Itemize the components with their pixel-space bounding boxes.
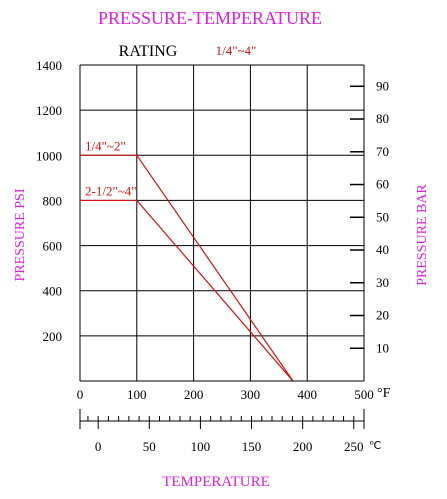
y-axis-title-right: PRESSURE BAR [415,184,430,286]
y-tick-label: 1000 [36,148,62,163]
x2-tick-label: 200 [293,439,313,454]
x-tick-label: 300 [241,387,261,402]
x2-tick-label: 100 [191,439,211,454]
x-tick-label: 200 [184,387,204,402]
x-unit-celsius: ℃ [369,440,381,452]
y2-tick-label: 60 [376,177,389,192]
x-tick-label: 400 [297,387,317,402]
y2-tick-label: 50 [376,209,389,224]
chart-title: PRESSURE-TEMPERATURE [98,8,322,28]
y-axis-title-left: PRESSURE PSI [13,188,28,281]
y-tick-label: 1200 [36,103,62,118]
series-line [80,154,294,382]
chart-subtitle-range: 1/4"~4" [216,43,257,58]
series-line [80,199,294,382]
y2-tick-label: 70 [376,144,389,159]
y-tick-label: 200 [43,329,63,344]
y2-tick-label: 80 [376,111,389,126]
y2-tick-label: 40 [376,242,389,257]
x-tick-label: 0 [77,387,84,402]
y-tick-label: 600 [43,239,63,254]
y-tick-label: 1400 [36,58,62,73]
x-axis-title: TEMPERATURE [162,474,270,490]
x-tick-label: 100 [127,387,147,402]
x-tick-label: 500 [354,387,374,402]
y2-tick-label: 20 [376,308,389,323]
x2-tick-label: 150 [242,439,262,454]
x2-tick-label: 0 [95,439,102,454]
x2-tick-label: 50 [143,439,156,454]
chart-subtitle: RATING [119,43,178,60]
y2-tick-label: 10 [376,340,389,355]
x2-tick-label: 250 [344,439,364,454]
series-label: 2-1/2"~4" [85,183,137,198]
y2-tick-label: 90 [376,78,389,93]
y-tick-label: 400 [43,284,63,299]
y-tick-label: 800 [43,193,63,208]
series-label: 1/4"~2" [85,138,126,153]
x-unit-fahrenheit: °F [377,386,391,401]
y2-tick-label: 30 [376,275,389,290]
